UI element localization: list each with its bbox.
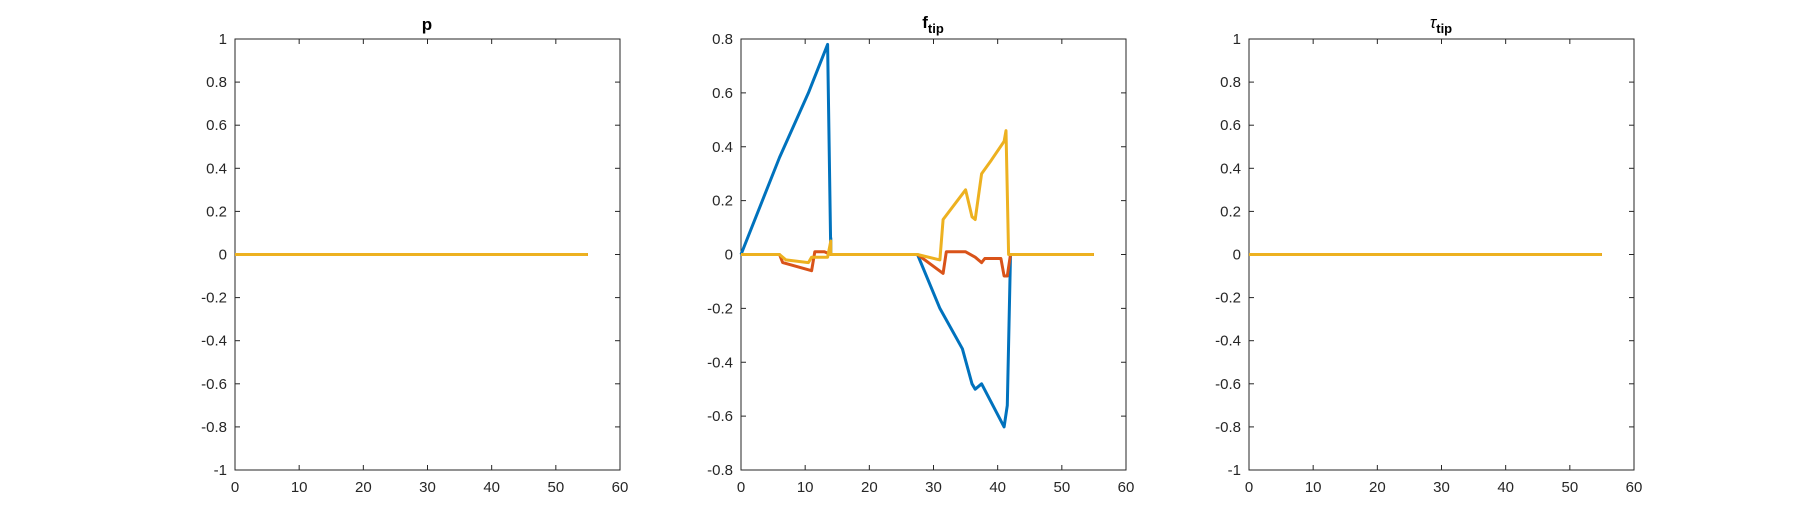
y-tick-label: 0.2 [712,193,733,210]
series-line-1 [739,42,1094,429]
y-tick-label: -0.2 [201,290,227,307]
subplot-title-tau-tip: τtip [1430,13,1452,36]
x-tick-label: 0 [737,479,745,496]
subplot-title-f-tip: ftip [922,13,944,36]
y-tick-label: -0.6 [201,376,227,393]
subplot-tau-tip: τtip 0 10 20 30 40 50 60 -1 -0.8 -0.6 -0.4 -0.2 0 0.2… [1215,13,1642,496]
x-tick-label: 20 [861,479,878,496]
x-tick-label: 30 [1433,479,1450,496]
x-tick-label: 50 [1053,479,1070,496]
y-tick-label: 0.6 [712,85,733,102]
y-tick-label: 0 [725,247,733,264]
x-tick-label: 60 [1118,479,1135,496]
y-tick-label: 0.2 [206,203,227,220]
y-tick-label: 0.6 [206,117,227,134]
y-tick-label: 0 [219,247,227,264]
x-tick-label: 40 [483,479,500,496]
plot-area-f-tip: 0 10 20 30 40 50 60 -0.8 -0.6 -0.4 -0.2 0 0.2 0.4 0.6 0… [707,31,1134,496]
y-tick-label: -0.6 [707,408,733,425]
x-tick-label: 50 [547,479,564,496]
x-tick-label: 60 [1626,479,1643,496]
y-tick-label: 0.4 [1220,160,1241,177]
y-tick-label: 0.6 [1220,117,1241,134]
x-tick-label: 20 [1369,479,1386,496]
x-tick-label: 50 [1561,479,1578,496]
subplot-title-p: p [422,15,432,34]
series-line-2 [741,250,1094,278]
x-tick-label: 40 [989,479,1006,496]
x-tick-label: 20 [355,479,372,496]
y-tick-label: 0.8 [206,74,227,91]
plot-area-tau-tip: 0 10 20 30 40 50 60 -1 -0.8 -0.6 -0.4 -0.2 0 0.2 0.4 0.… [1215,31,1642,496]
x-tick-label: 10 [291,479,308,496]
subplot-f-tip: ftip 0 10 20 30 40 50 60 -0.8 -0.6 -0.4 -0.2 0 0.2 0.… [707,13,1134,496]
y-tick-label: -0.6 [1215,376,1241,393]
y-tick-label: -0.8 [201,419,227,436]
y-tick-label: -0.2 [707,300,733,317]
y-tick-label: -0.4 [707,354,733,371]
x-tick-label: 30 [419,479,436,496]
subplot-p: p 0 10 20 30 40 50 60 -1 -0.8 -0.6 -0.4 -0.2 0 0.2 0.4… [201,15,628,496]
x-tick-label: 60 [612,479,629,496]
x-tick-label: 30 [925,479,942,496]
y-tick-label: 0.8 [1220,74,1241,91]
y-tick-label: 0.2 [1220,203,1241,220]
y-tick-label: -0.8 [707,462,733,479]
series-line-3 [741,129,1094,265]
y-tick-label: 0.4 [206,160,227,177]
y-tick-label: -0.2 [1215,290,1241,307]
y-tick-label: 1 [1233,31,1241,48]
y-tick-label: 0.8 [712,31,733,48]
x-tick-label: 40 [1497,479,1514,496]
y-tick-label: -0.4 [201,333,227,350]
x-tick-label: 10 [797,479,814,496]
y-tick-label: 0.4 [712,139,733,156]
y-tick-label: -1 [214,462,227,479]
plot-area-p: 0 10 20 30 40 50 60 -1 -0.8 -0.6 -0.4 -0.2 0 0.2 0.4 0.… [201,31,628,496]
x-tick-label: 10 [1305,479,1322,496]
x-tick-label: 0 [231,479,239,496]
x-tick-label: 0 [1245,479,1253,496]
y-tick-label: 0 [1233,247,1241,264]
y-tick-label: -1 [1228,462,1241,479]
y-tick-label: 1 [219,31,227,48]
y-tick-label: -0.8 [1215,419,1241,436]
y-tick-label: -0.4 [1215,333,1241,350]
